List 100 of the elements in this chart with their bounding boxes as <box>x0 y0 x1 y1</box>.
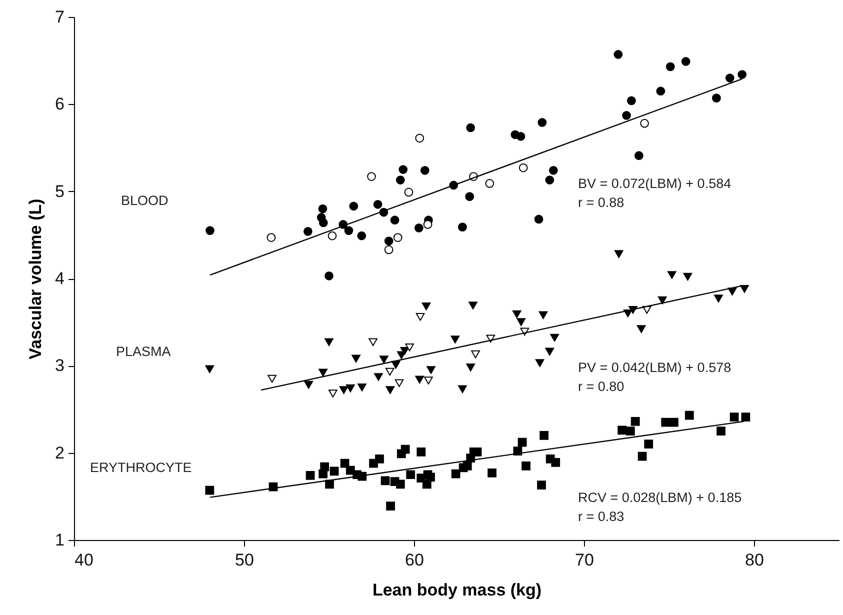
y-tick-label: 7 <box>55 8 64 26</box>
y-tick-label: 3 <box>55 356 64 376</box>
point <box>450 336 460 344</box>
point <box>390 216 400 225</box>
point <box>614 250 624 258</box>
annotation: BV = 0.072(LBM) + 0.584 <box>578 176 732 191</box>
point <box>462 461 472 470</box>
point <box>416 312 425 321</box>
point <box>518 163 528 172</box>
point <box>465 192 474 201</box>
y-tick-label: 5 <box>55 182 64 201</box>
point <box>396 176 405 184</box>
point <box>681 57 690 66</box>
point <box>405 343 414 352</box>
point <box>304 380 314 389</box>
point <box>367 172 376 181</box>
point <box>622 111 631 120</box>
point <box>394 379 404 388</box>
point <box>306 471 315 480</box>
point <box>471 350 480 358</box>
point <box>368 338 378 346</box>
point <box>712 94 721 102</box>
point <box>318 204 328 214</box>
point <box>404 188 414 197</box>
point <box>516 132 526 141</box>
point <box>358 472 367 481</box>
point <box>375 454 384 464</box>
point <box>636 325 646 333</box>
point <box>545 348 554 356</box>
point <box>318 368 328 377</box>
point <box>458 222 467 232</box>
x-tick-label: 60 <box>405 550 424 570</box>
point <box>451 469 460 478</box>
point <box>205 486 214 495</box>
point <box>466 364 476 372</box>
point <box>658 296 667 304</box>
point <box>644 440 654 449</box>
point <box>725 74 734 82</box>
point <box>268 374 276 383</box>
point <box>406 470 416 480</box>
point <box>339 386 348 394</box>
point <box>630 417 640 426</box>
y-tick-label: 1 <box>55 530 64 550</box>
point <box>534 214 544 224</box>
annotation: BLOOD <box>121 193 169 208</box>
point <box>714 294 723 302</box>
point <box>640 118 649 128</box>
point <box>512 310 522 318</box>
point <box>380 476 390 486</box>
point <box>537 480 546 490</box>
point <box>667 271 676 279</box>
point <box>384 245 394 254</box>
point <box>374 373 383 381</box>
point <box>400 444 410 454</box>
point <box>396 480 405 489</box>
point <box>426 366 436 374</box>
point <box>393 233 402 242</box>
annotation: r = 0.88 <box>578 195 624 210</box>
point <box>386 386 395 394</box>
point <box>324 271 334 280</box>
point <box>416 448 426 456</box>
x-tick-label: 80 <box>745 550 764 570</box>
point <box>358 384 366 392</box>
point <box>352 354 360 363</box>
point <box>518 438 527 447</box>
point <box>485 179 494 188</box>
point <box>458 385 467 394</box>
point <box>384 236 394 246</box>
point <box>357 231 366 240</box>
point <box>538 118 547 127</box>
point <box>716 426 726 436</box>
x-tick-label: 50 <box>235 550 254 570</box>
y-axis-title: Vascular volume (L) <box>26 198 46 360</box>
point <box>349 202 358 211</box>
point <box>550 334 560 342</box>
point <box>415 134 424 143</box>
point <box>740 285 749 293</box>
point <box>266 233 276 242</box>
point <box>423 220 432 229</box>
annotation: ERYTHROCYTE <box>90 460 192 475</box>
annotation: PV = 0.042(LBM) + 0.578 <box>578 360 732 375</box>
point <box>466 123 476 132</box>
annotation: PLASMA <box>116 344 171 359</box>
point <box>656 86 666 96</box>
point <box>330 466 339 476</box>
point <box>545 176 554 184</box>
x-tick-label: 70 <box>575 550 594 570</box>
point <box>318 469 328 478</box>
point <box>538 311 548 320</box>
point <box>318 218 328 228</box>
y-tick-label: 6 <box>55 94 64 114</box>
point <box>614 50 623 59</box>
point <box>638 452 647 461</box>
point <box>741 412 750 422</box>
point <box>328 231 337 240</box>
point <box>415 376 424 384</box>
point <box>328 390 338 398</box>
point <box>422 302 431 310</box>
point <box>683 272 692 281</box>
point <box>205 365 214 374</box>
